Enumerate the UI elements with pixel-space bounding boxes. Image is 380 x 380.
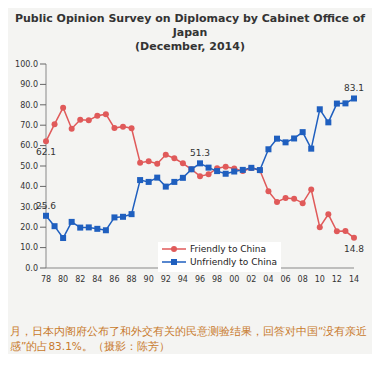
svg-text:14: 14	[349, 275, 359, 284]
svg-text:80.0: 80.0	[20, 101, 38, 110]
svg-text:100.0: 100.0	[15, 60, 38, 69]
svg-text:50.0: 50.0	[20, 162, 38, 171]
html-text:月，日本内阁府公布了和外交有关的民意测验结果，回答对中国“没: 月，日本内阁府公布了和外交有关的民意测验结果，回答对中国“没有亲近感”的占83.…	[10, 325, 368, 352]
svg-text:0.0: 0.0	[25, 264, 38, 273]
svg-text:51.3: 51.3	[190, 148, 210, 158]
svg-text:92: 92	[161, 275, 171, 284]
svg-text:02: 02	[246, 275, 256, 284]
svg-text:25.6: 25.6	[36, 201, 56, 211]
svg-text:10.0: 10.0	[20, 243, 38, 252]
svg-text:98: 98	[212, 275, 222, 284]
svg-text:20.0: 20.0	[20, 223, 38, 232]
svg-text:06: 06	[280, 275, 290, 284]
svg-text:60.0: 60.0	[20, 141, 38, 151]
html-text:Friendly to China: Friendly to China	[190, 244, 266, 254]
svg-text:86: 86	[109, 275, 119, 284]
svg-text:84: 84	[92, 275, 102, 284]
svg-text:12: 12	[332, 275, 342, 284]
html-text:Public Opinion Survey on Diplo: Public Opinion Survey on Diplomacy by Ca…	[14, 12, 366, 39]
svg-text:30.0: 30.0	[20, 202, 38, 212]
svg-text:00: 00	[229, 275, 239, 284]
svg-text:78: 78	[41, 275, 51, 284]
svg-text:10: 10	[315, 275, 325, 284]
svg-text:83.1: 83.1	[344, 83, 364, 93]
svg-text:90: 90	[144, 275, 154, 284]
svg-text:14.8: 14.8	[344, 244, 364, 254]
svg-text:94: 94	[178, 275, 188, 284]
svg-text:62.1: 62.1	[36, 147, 56, 157]
svg-text:04: 04	[263, 275, 273, 284]
svg-text:08: 08	[298, 275, 308, 284]
svg-text:82: 82	[75, 275, 85, 284]
html-text:Unfriendly to China: Unfriendly to China	[190, 257, 277, 267]
svg-text:88: 88	[126, 275, 136, 284]
svg-text:70.0: 70.0	[20, 121, 38, 130]
svg-text:80: 80	[58, 275, 68, 284]
html-text:(December, 2014): (December, 2014)	[135, 40, 245, 53]
svg-text:96: 96	[195, 275, 205, 284]
svg-text:40.0: 40.0	[20, 182, 38, 191]
svg-text:90.0: 90.0	[20, 80, 38, 89]
